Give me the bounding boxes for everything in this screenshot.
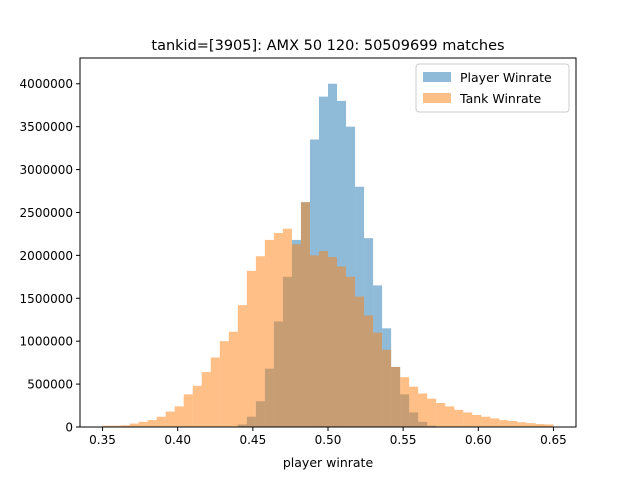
bar-tank-winrate — [165, 411, 175, 427]
bar-tank-winrate — [291, 244, 301, 427]
bar-tank-winrate — [436, 402, 446, 427]
bar-tank-winrate — [228, 331, 238, 427]
bar-tank-winrate — [544, 424, 554, 427]
bar-tank-winrate — [111, 425, 121, 427]
x-axis-label: player winrate — [283, 455, 374, 470]
bar-tank-winrate — [391, 366, 401, 427]
y-tick-label: 500000 — [27, 378, 73, 392]
y-tick-label: 1500000 — [20, 292, 73, 306]
x-tick-label: 0.45 — [239, 433, 266, 447]
y-tick-label: 3500000 — [20, 120, 73, 134]
bar-tank-winrate — [517, 422, 527, 427]
y-tick-label: 2500000 — [20, 206, 73, 220]
legend-swatch — [423, 72, 451, 82]
bar-tank-winrate — [382, 349, 392, 427]
bar-tank-winrate — [174, 406, 184, 427]
bar-tank-winrate — [309, 255, 319, 427]
bar-tank-winrate — [463, 412, 473, 427]
bar-tank-winrate — [337, 266, 347, 427]
x-tick-label: 0.40 — [164, 433, 191, 447]
bar-tank-winrate — [138, 421, 148, 427]
legend-label: Tank Winrate — [459, 91, 542, 106]
y-tick-label: 3000000 — [20, 163, 73, 177]
bar-tank-winrate — [454, 409, 464, 427]
bar-tank-winrate — [264, 239, 274, 427]
bar-tank-winrate — [400, 377, 410, 427]
bar-tank-winrate — [526, 423, 536, 427]
bar-tank-winrate — [102, 425, 112, 427]
bar-tank-winrate — [201, 372, 211, 427]
bar-tank-winrate — [427, 398, 437, 427]
bar-tank-winrate — [373, 332, 383, 427]
bar-tank-winrate — [490, 418, 500, 427]
x-tick-label: 0.60 — [465, 433, 492, 447]
y-tick-label: 1000000 — [20, 335, 73, 349]
bar-tank-winrate — [246, 270, 256, 427]
y-axis-ticks: 0 500000 1000000 1500000 2000000 2500000 30000… — [20, 77, 80, 435]
bar-tank-winrate — [156, 416, 166, 427]
legend-box — [415, 63, 570, 113]
bar-tank-winrate — [346, 276, 356, 427]
x-tick-label: 0.65 — [540, 433, 567, 447]
bar-tank-winrate — [472, 414, 482, 427]
bar-tank-winrate — [535, 423, 545, 427]
x-tick-label: 0.55 — [390, 433, 417, 447]
bar-tank-winrate — [508, 420, 518, 427]
bar-tank-winrate — [183, 394, 193, 427]
bar-tank-winrate — [210, 357, 220, 427]
bar-tank-winrate — [318, 251, 328, 427]
bar-tank-winrate — [192, 385, 202, 427]
bar-tank-winrate — [120, 425, 130, 427]
bar-tank-winrate — [219, 341, 229, 427]
y-tick-label: 2000000 — [20, 249, 73, 263]
bar-tank-winrate — [481, 416, 491, 427]
bar-player-winrate — [337, 100, 347, 427]
y-tick-label: 0 — [65, 421, 73, 435]
bar-player-winrate — [328, 83, 338, 427]
legend-swatch — [423, 93, 451, 103]
bar-tank-winrate — [147, 420, 157, 427]
bar-tank-winrate — [300, 202, 310, 427]
y-tick-label: 4000000 — [20, 77, 73, 91]
bar-tank-winrate — [355, 296, 365, 427]
x-tick-label: 0.50 — [315, 433, 342, 447]
bar-tank-winrate — [328, 257, 338, 427]
legend-label: Player Winrate — [460, 70, 552, 85]
x-axis-ticks: 0.35 0.40 0.45 0.50 0.55 0.60 0.65 — [89, 427, 567, 447]
bar-tank-winrate — [418, 393, 428, 427]
bar-tank-winrate — [364, 315, 374, 427]
bar-tank-winrate — [255, 256, 265, 427]
bar-tank-winrate — [129, 423, 139, 427]
bar-tank-winrate — [409, 386, 419, 427]
bar-tank-winrate — [282, 228, 292, 427]
bar-tank-winrate — [237, 305, 247, 427]
legend: Player Winrate Tank Winrate — [415, 63, 570, 113]
bar-tank-winrate — [445, 406, 455, 427]
bar-tank-winrate — [273, 233, 283, 427]
bar-tank-winrate — [499, 420, 509, 427]
bars-layer — [102, 83, 554, 428]
chart-title: tankid=[3905]: AMX 50 120: 50509699 matc… — [151, 38, 504, 54]
x-tick-label: 0.35 — [89, 433, 116, 447]
